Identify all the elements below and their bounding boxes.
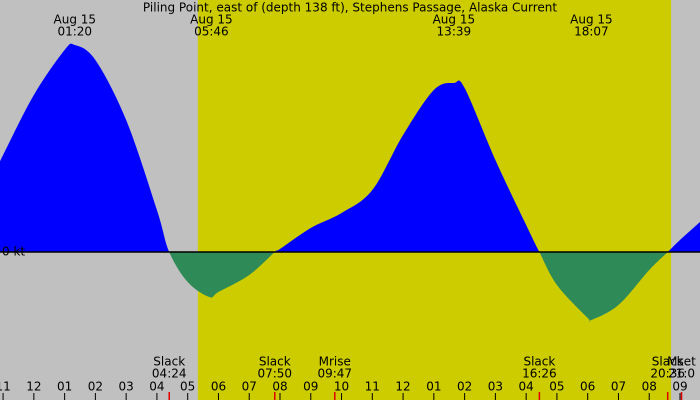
event-label: Slack bbox=[153, 355, 185, 369]
x-tick-label: 01 bbox=[57, 380, 72, 394]
chart-title: Piling Point, east of (depth 138 ft), St… bbox=[143, 1, 557, 15]
x-tick-label: 03 bbox=[119, 380, 134, 394]
flood-area bbox=[0, 43, 700, 252]
x-tick-label: 06 bbox=[211, 380, 226, 394]
x-tick-label: 12 bbox=[26, 380, 41, 394]
x-tick-label: 07 bbox=[242, 380, 257, 394]
x-tick-label: 04 bbox=[149, 380, 164, 394]
extreme-time: 05:46 bbox=[194, 25, 229, 39]
extreme-time: 01:20 bbox=[57, 25, 92, 39]
event-label: Mrise bbox=[319, 355, 351, 369]
extreme-date: Aug 15 bbox=[190, 13, 233, 27]
extreme-time: 13:39 bbox=[437, 25, 472, 39]
event-time: 04:24 bbox=[152, 367, 187, 381]
x-tick-label: 05 bbox=[180, 380, 195, 394]
event-label: Slack bbox=[259, 355, 291, 369]
x-tick-label: 09 bbox=[672, 380, 687, 394]
extreme-date: Aug 15 bbox=[54, 13, 97, 27]
x-tick-label: 06 bbox=[580, 380, 595, 394]
ebb-area bbox=[0, 252, 700, 322]
x-tick-label: 09 bbox=[303, 380, 318, 394]
x-tick-label: 10 bbox=[334, 380, 349, 394]
x-tick-label: 11 bbox=[0, 380, 11, 394]
x-tick-label: 05 bbox=[549, 380, 564, 394]
event-label: Slack bbox=[523, 355, 555, 369]
x-tick-label: 02 bbox=[88, 380, 103, 394]
extreme-date: Aug 15 bbox=[433, 13, 476, 27]
x-tick-label: 12 bbox=[395, 380, 410, 394]
event-time: 07:50 bbox=[257, 367, 292, 381]
extreme-time: 18:07 bbox=[574, 25, 609, 39]
event-time: 09:47 bbox=[317, 367, 352, 381]
event-time: 16:26 bbox=[522, 367, 557, 381]
x-tick-label: 03 bbox=[488, 380, 503, 394]
y-axis-label: 0 kt bbox=[2, 245, 25, 259]
x-tick-label: 04 bbox=[519, 380, 534, 394]
x-tick-label: 07 bbox=[611, 380, 626, 394]
x-tick-label: 11 bbox=[365, 380, 380, 394]
x-tick-label: 08 bbox=[642, 380, 657, 394]
event-label: Slack bbox=[652, 355, 684, 369]
event-label: Mset bbox=[667, 355, 696, 369]
x-tick-label: 08 bbox=[272, 380, 287, 394]
x-tick-label: 02 bbox=[457, 380, 472, 394]
x-tick-label: 01 bbox=[426, 380, 441, 394]
event-time: 21:0 bbox=[668, 367, 695, 381]
event-time: 20:36 bbox=[650, 367, 685, 381]
extreme-date: Aug 15 bbox=[570, 13, 613, 27]
